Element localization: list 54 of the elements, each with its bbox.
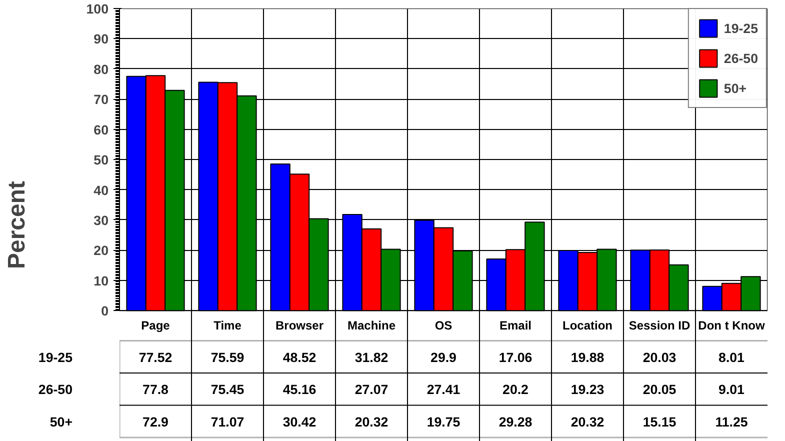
y-tick-label: 100	[86, 2, 109, 16]
data-label: 75.59	[210, 350, 244, 365]
y-tick-label: 70	[94, 92, 109, 108]
data-label: 20.2	[502, 382, 528, 398]
y-tick-label: 40	[94, 182, 109, 198]
y-axis-title: Percent	[3, 180, 30, 270]
data-label: 27.41	[426, 382, 461, 398]
data-label: 27.07	[354, 382, 388, 398]
x-tick-label: Machine	[347, 318, 396, 333]
data-label: 29.28	[498, 414, 532, 430]
data-label: 29.9	[430, 350, 456, 365]
data-label: 17.06	[498, 350, 532, 365]
data-label: 19.23	[570, 382, 604, 398]
x-tick-label: Don t Know	[698, 318, 766, 333]
data-label: 19.75	[426, 414, 461, 430]
legend-label: 26-50	[724, 50, 758, 66]
y-tick-label: 50	[94, 152, 109, 168]
data-label: 20.05	[642, 382, 677, 398]
data-label: 15.15	[642, 414, 677, 430]
x-tick-label: Page	[141, 318, 170, 333]
data-label: 77.52	[138, 350, 172, 365]
text: 26-50	[38, 382, 73, 398]
data-label: 48.52	[282, 350, 316, 365]
data-label: 20.03	[642, 350, 676, 365]
y-tick-label: 90	[94, 32, 109, 47]
text: 19-25	[38, 350, 73, 365]
data-label: 9.01	[718, 382, 746, 398]
data-label: 19.88	[570, 350, 604, 365]
y-tick-label: 60	[94, 122, 109, 138]
data-label: 20.32	[354, 414, 388, 430]
x-tick-label: OS	[434, 318, 452, 333]
data-label: 30.42	[282, 414, 316, 430]
y-tick-label: 10	[94, 273, 109, 288]
y-tick-label: 0	[101, 304, 109, 319]
x-tick-label: Location	[562, 318, 612, 333]
legend-label: 50+	[724, 80, 747, 96]
x-tick-label: Email	[499, 318, 532, 333]
y-tick-label: 30	[94, 212, 109, 228]
data-label: 31.82	[354, 350, 388, 365]
data-label: 20.32	[570, 414, 604, 430]
data-label: 77.8	[142, 382, 168, 398]
x-tick-label: Time	[214, 318, 242, 333]
data-label: 72.9	[142, 414, 168, 430]
legend-label: 19-25	[724, 20, 758, 36]
y-tick-label: 80	[94, 62, 109, 77]
data-label: 45.16	[282, 382, 316, 398]
x-tick-label: Session ID	[628, 318, 691, 333]
y-tick-label: 20	[94, 243, 109, 258]
text: 50+	[50, 414, 72, 430]
data-label: 71.07	[210, 414, 244, 430]
x-tick-label: Browser	[275, 318, 324, 333]
data-label: 8.01	[718, 350, 746, 365]
data-label: 75.45	[210, 382, 245, 398]
data-label: 11.25	[715, 414, 748, 430]
